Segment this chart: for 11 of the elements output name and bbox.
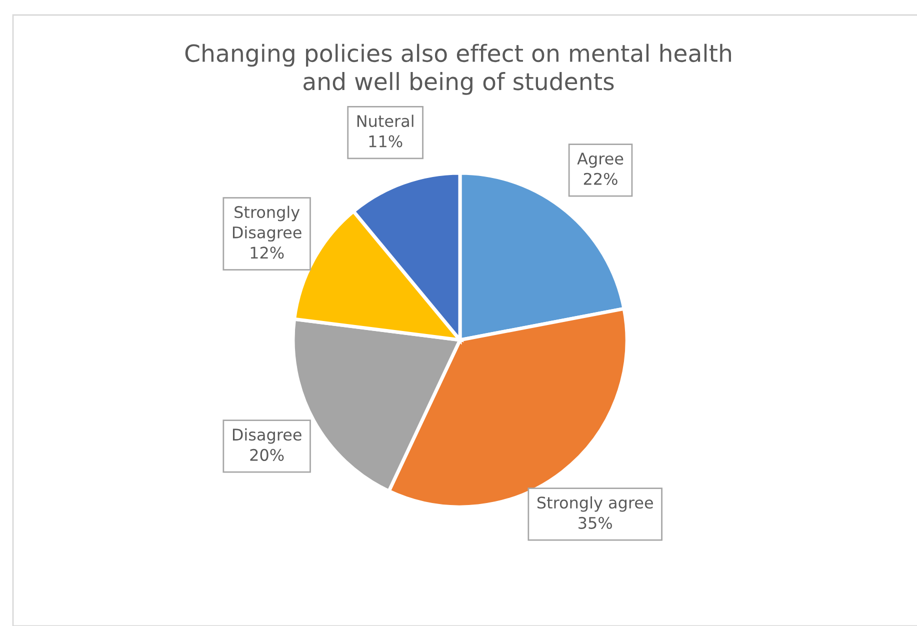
- chart-title: Changing policies also effect on mental health and well being of students: [185, 44, 731, 95]
- data-label: 35%: [578, 516, 612, 529]
- slice-label: Disagree: [232, 428, 302, 444]
- data-label: 11%: [369, 135, 402, 148]
- slice-label: Agree: [577, 152, 624, 168]
- slice-label: Nuteral: [357, 114, 414, 128]
- slice-label: Strongly agree: [537, 496, 653, 512]
- data-label: 20%: [250, 448, 284, 461]
- data-label: 22%: [584, 172, 618, 185]
- data-label: 12%: [250, 246, 284, 259]
- slice-label: Strongly Disagree: [232, 206, 302, 242]
